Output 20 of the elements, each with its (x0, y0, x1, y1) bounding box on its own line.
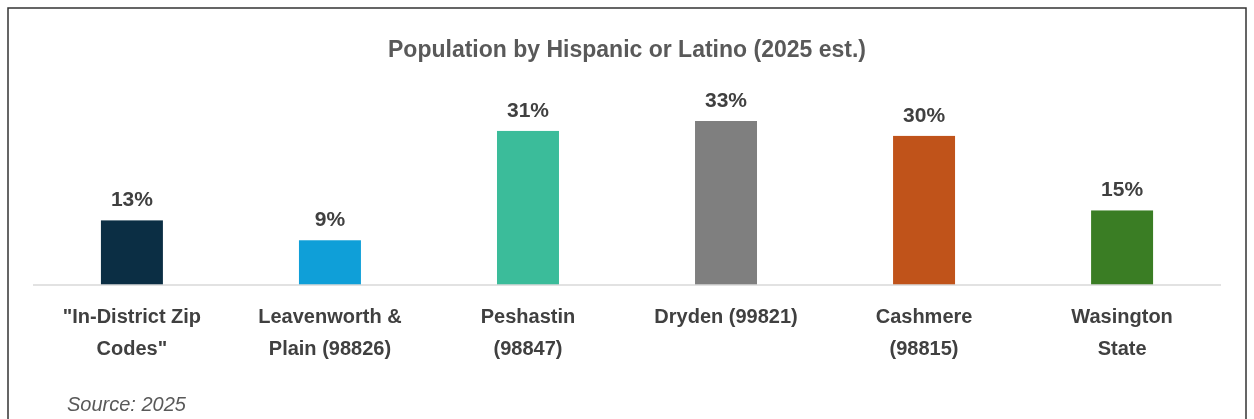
x-tick-label: Cashmere (98815) (875, 305, 973, 359)
x-tick-label: Dryden (99821) (654, 305, 798, 327)
x-tick-label: Wasington State (1071, 305, 1173, 359)
data-label: 30% (903, 102, 946, 126)
data-label: 9% (314, 207, 346, 231)
data-label: 33% (705, 88, 748, 111)
x-tick-label: Peshastin (98847) (480, 305, 576, 359)
x-tick-label: "In-District Zip Codes" (62, 305, 202, 359)
x-tick-label: Leavenworth & Plain (98826) (258, 305, 402, 359)
chart-title: Population by Hispanic or Latino (2025 est.) (388, 36, 866, 62)
bar (695, 121, 758, 285)
bar (496, 130, 559, 285)
bar (298, 240, 361, 285)
bar (1091, 210, 1154, 285)
bar (893, 135, 956, 285)
bar (100, 220, 163, 285)
source-note: Source: 2025 (67, 393, 187, 415)
data-label: 15% (1101, 177, 1144, 201)
data-label: 13% (110, 187, 154, 211)
data-label: 31% (506, 97, 550, 121)
